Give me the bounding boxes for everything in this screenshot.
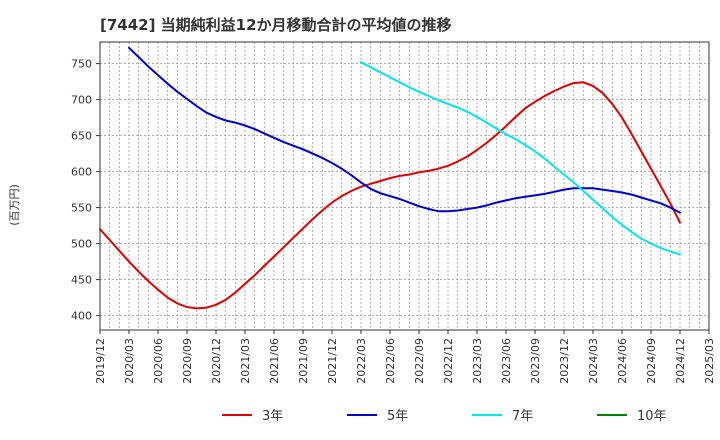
- legend-label-1: 3年: [262, 409, 283, 424]
- plot-frame: [99, 41, 710, 331]
- y-tick-label: 650: [71, 130, 92, 143]
- x-tick-label: 2024/09: [645, 338, 658, 384]
- y-tick-label: 450: [71, 274, 92, 287]
- x-tick-label: 2023/09: [529, 338, 542, 384]
- y-tick-label: 750: [71, 58, 92, 71]
- x-tick-label: 2020/09: [181, 338, 194, 384]
- x-tick-label: 2020/06: [152, 338, 165, 384]
- y-tick-label: 600: [71, 166, 92, 179]
- x-tick-label: 2020/03: [123, 338, 136, 384]
- y-tick-label: 500: [71, 238, 92, 251]
- x-tick-label: 2022/06: [384, 338, 397, 384]
- y-tick-label: 700: [71, 94, 92, 107]
- series-line-1: [99, 81, 681, 310]
- axes: 400 450 500 550 600 650 700 750 2019/12 2020/03 20…: [71, 41, 716, 384]
- x-tick-label: 2020/12: [210, 338, 223, 384]
- chart-title: [7442] 当期純利益12か月移動合計の平均値の推移: [100, 16, 452, 34]
- x-tick-label: 2025/03: [703, 338, 716, 384]
- legend: 3年 5年 7年 10年: [222, 409, 667, 424]
- y-axis-label: (百万円): [8, 184, 21, 226]
- series-line-3: [360, 61, 681, 256]
- legend-label-3: 7年: [512, 409, 533, 424]
- x-tick-label: 2024/06: [616, 338, 629, 384]
- x-tick-label: 2024/03: [587, 338, 600, 384]
- x-tick-label: 2021/06: [268, 338, 281, 384]
- x-tick-label: 2023/12: [558, 338, 571, 384]
- x-tick-label: 2021/03: [239, 338, 252, 384]
- x-tick-label: 2023/06: [500, 338, 513, 384]
- x-tick-label: 2022/12: [442, 338, 455, 384]
- plot-area: [99, 46, 681, 310]
- x-tick-label: 2024/12: [674, 338, 687, 384]
- x-tick-label: 2023/03: [471, 338, 484, 384]
- series-line-2: [128, 46, 681, 214]
- x-tick-label: 2021/09: [297, 338, 310, 384]
- legend-label-2: 5年: [387, 409, 408, 424]
- legend-label-4: 10年: [637, 409, 667, 424]
- y-tick-label: 550: [71, 202, 92, 215]
- x-tick-label: 2021/12: [326, 338, 339, 384]
- y-tick-label: 400: [71, 310, 92, 323]
- x-tick-label: 2022/03: [355, 338, 368, 384]
- x-tick-label: 2022/09: [413, 338, 426, 384]
- x-tick-label: 2019/12: [94, 338, 107, 384]
